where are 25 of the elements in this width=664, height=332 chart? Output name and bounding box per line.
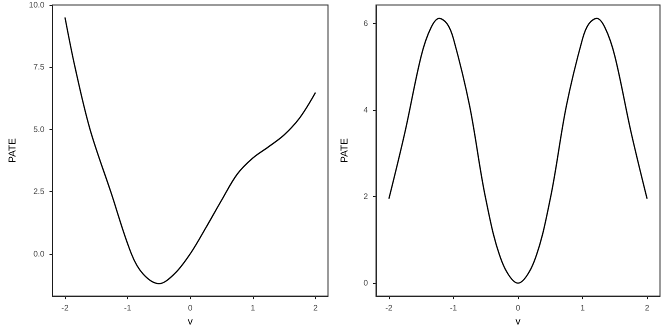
x-tick-label: -1 [450,304,458,313]
y-tick-label: 10.0 [28,0,46,10]
y-axis-title: PATE [8,138,18,163]
y-tick-label: 2 [364,192,369,202]
y-tick-label: 5.0 [33,124,46,134]
x-tick-label: -2 [385,304,394,313]
y-tick-label: 7.5 [33,62,46,72]
x-tick-label: -1 [124,304,132,313]
x-tick-label: 0 [188,304,194,313]
x-tick-label: 1 [580,304,586,313]
x-tick-label: -2 [61,304,70,313]
x-axis-title: v [516,316,520,328]
x-tick-label: 0 [516,304,521,313]
y-tick-label: 2.5 [33,187,46,196]
y-tick-label: 4 [364,106,369,115]
y-tick-label: 0.0 [33,249,46,258]
line-series [64,16,316,284]
x-tick-label: 2 [644,304,650,313]
x-tick-label: 1 [250,304,256,313]
y-tick-label: 0 [364,278,369,288]
x-tick-label: 2 [313,304,318,313]
y-axis-title: PATE [340,138,350,163]
x-axis-title: v [188,316,193,328]
line-series [388,18,648,284]
y-tick-label: 6 [364,19,369,28]
